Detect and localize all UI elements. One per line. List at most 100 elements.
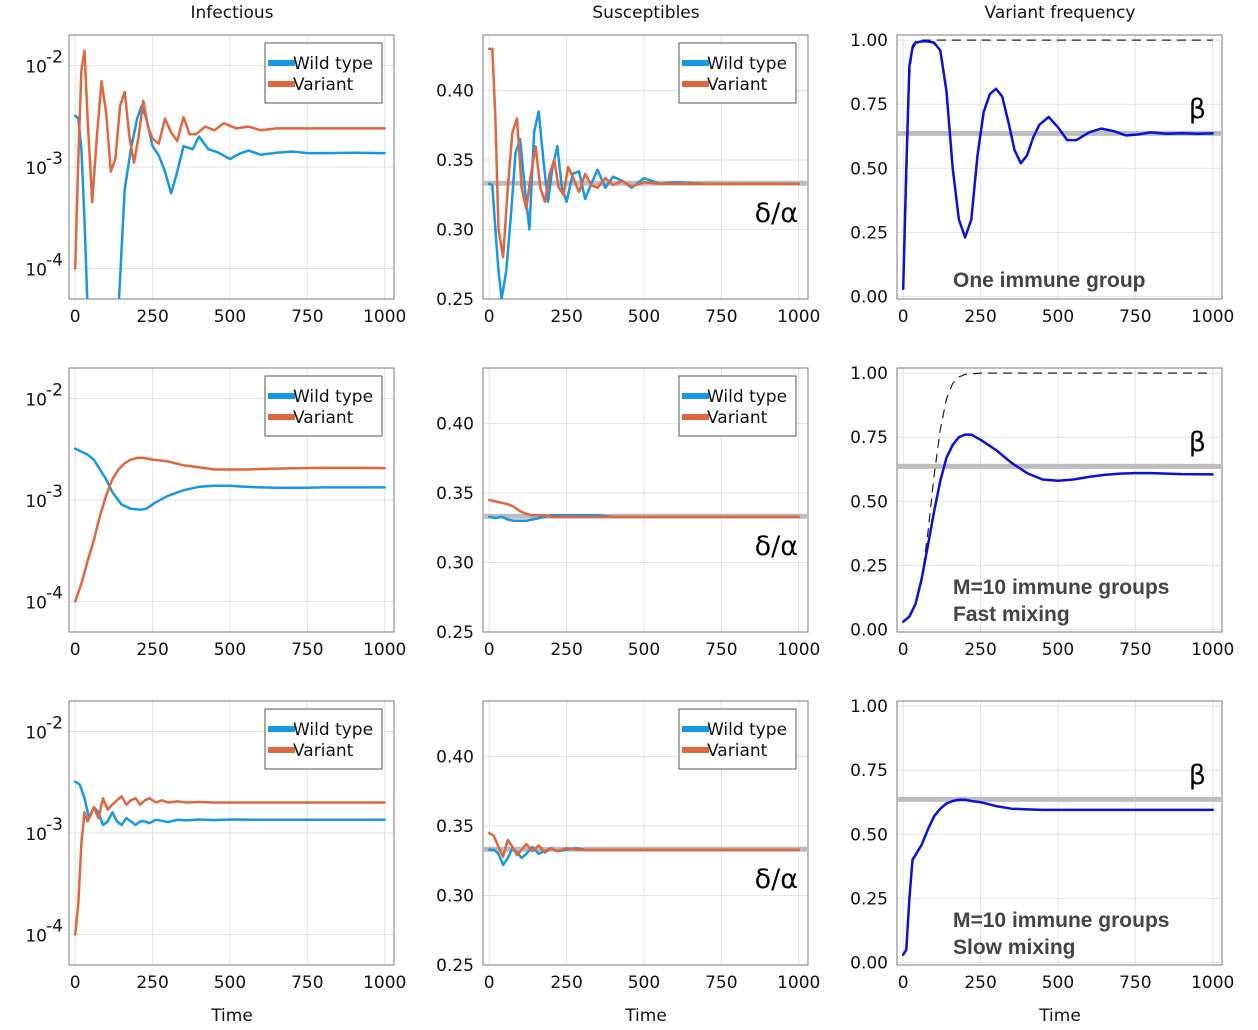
- annotation-label: β: [1189, 94, 1206, 125]
- y-tick-label: 0.50: [850, 159, 888, 179]
- y-tick-label: 0.75: [850, 428, 888, 448]
- y-tick-exponent: -3: [46, 815, 63, 835]
- y-tick-label: 10: [25, 724, 47, 744]
- x-tick-label: 0: [70, 973, 81, 993]
- x-tick-label: 1000: [363, 307, 406, 327]
- group-label: Slow mixing: [953, 936, 1076, 959]
- x-tick-label: 1000: [1191, 640, 1234, 660]
- x-tick-label: 250: [136, 307, 168, 327]
- y-tick-label: 0.40: [436, 748, 474, 768]
- y-tick-label: 0.30: [436, 554, 474, 574]
- x-tick-label: 500: [628, 640, 660, 660]
- x-tick-label: 500: [628, 973, 660, 993]
- series-wild-type: [73, 104, 386, 299]
- x-tick-label: 750: [1119, 640, 1151, 660]
- x-tick-label: 750: [705, 307, 737, 327]
- y-tick-label: 0.40: [436, 415, 474, 435]
- plot-frame: [896, 367, 1223, 633]
- x-tick-label: 1000: [777, 640, 820, 660]
- panel-r2-c1: 0 250 500 750 1000 0.25 0.30 0.35 0.40 Wild typeV…: [436, 700, 820, 993]
- grid: [69, 368, 394, 632]
- x-tick-label: 500: [628, 307, 660, 327]
- y-tick-label: 10: [25, 58, 47, 78]
- x-tick-label: 1000: [1191, 973, 1234, 993]
- x-tick-label: 250: [964, 307, 996, 327]
- plot-area: [483, 498, 808, 523]
- x-tick-label: 0: [70, 307, 81, 327]
- y-tick-label: 10: [25, 593, 47, 613]
- annotation-label: δ/α: [755, 864, 798, 895]
- x-axis-labels: Time Time Time: [210, 1006, 1081, 1026]
- x-tick-label: 0: [898, 973, 909, 993]
- y-tick-label: 0.00: [850, 953, 888, 973]
- x-tick-label: 250: [136, 640, 168, 660]
- y-tick-label: 0.25: [436, 956, 474, 976]
- x-tick-label: 250: [550, 973, 582, 993]
- x-tick-label: 500: [1042, 307, 1074, 327]
- x-tick-label: 0: [898, 307, 909, 327]
- title-infectious: Infectious: [191, 3, 274, 23]
- legend-box: [264, 708, 383, 770]
- legend-box: [264, 42, 383, 104]
- y-tick-label: 0.00: [850, 620, 888, 640]
- panel-r1-c1: 0 250 500 750 1000 0.25 0.30 0.35 0.40 Wild typeV…: [436, 367, 820, 660]
- series-variant-frequency: [901, 433, 1214, 623]
- grid: [897, 368, 1222, 632]
- x-tick-label: 250: [550, 307, 582, 327]
- y-tick-label: 0.50: [850, 825, 888, 845]
- plot-frame: [482, 700, 809, 966]
- panel-r1-c2: 0 250 500 750 1000 0.00 0.25 0.50 0.75 1.00 β M=10 …: [850, 364, 1234, 660]
- plot-area: [73, 49, 386, 299]
- y-tick-label: 1.00: [850, 697, 888, 717]
- x-tick-label: 750: [291, 973, 323, 993]
- y-tick-label: 0.25: [850, 556, 888, 576]
- x-tick-label: 750: [291, 640, 323, 660]
- x-tick-label: 500: [214, 640, 246, 660]
- y-tick-label: 0.35: [436, 151, 474, 171]
- panel-r0-c2: 0 250 500 750 1000 0.00 0.25 0.50 0.75 1.00 β One i…: [850, 31, 1234, 327]
- y-tick-exponent: -4: [46, 916, 63, 936]
- annotation-label: δ/α: [755, 198, 798, 229]
- plot-frame: [68, 700, 395, 966]
- column-titles: Infectious Susceptibles Variant frequenc…: [191, 3, 1136, 23]
- legend-label-variant: Variant: [707, 408, 768, 428]
- x-tick-label: 500: [214, 307, 246, 327]
- y-tick-label: 0.75: [850, 95, 888, 115]
- series-variant: [73, 49, 386, 270]
- plot-area: [483, 47, 808, 299]
- y-tick-label: 1.00: [850, 364, 888, 384]
- y-tick-label: 1.00: [850, 31, 888, 51]
- y-tick-label: 0.25: [850, 223, 888, 243]
- x-tick-label: 750: [1119, 973, 1151, 993]
- y-tick-label: 10: [25, 492, 47, 512]
- legend-label-variant: Variant: [707, 75, 768, 95]
- x-tick-label: 0: [898, 640, 909, 660]
- legend-label-wild-type: Wild type: [707, 387, 787, 407]
- x-tick-label: 250: [550, 640, 582, 660]
- group-label: M=10 immune groups: [953, 909, 1169, 932]
- plot-frame: [68, 34, 395, 300]
- series-variant: [487, 831, 800, 858]
- y-tick-exponent: -2: [46, 48, 63, 68]
- panel-r0-c1: 0 250 500 750 1000 0.25 0.30 0.35 0.40 Wild typeV…: [436, 34, 820, 327]
- legend-box: [678, 375, 797, 437]
- y-tick-label: 0.25: [436, 623, 474, 643]
- legend-box: [678, 708, 797, 770]
- y-tick-exponent: -3: [46, 149, 63, 169]
- series-variant: [73, 795, 386, 936]
- annotation-label: β: [1189, 760, 1206, 791]
- series-variant: [73, 456, 386, 603]
- series-variant-frequency: [901, 40, 1214, 290]
- series-variant-frequency: [901, 798, 1214, 956]
- y-tick-label: 0.00: [850, 287, 888, 307]
- group-label: Fast mixing: [953, 603, 1070, 626]
